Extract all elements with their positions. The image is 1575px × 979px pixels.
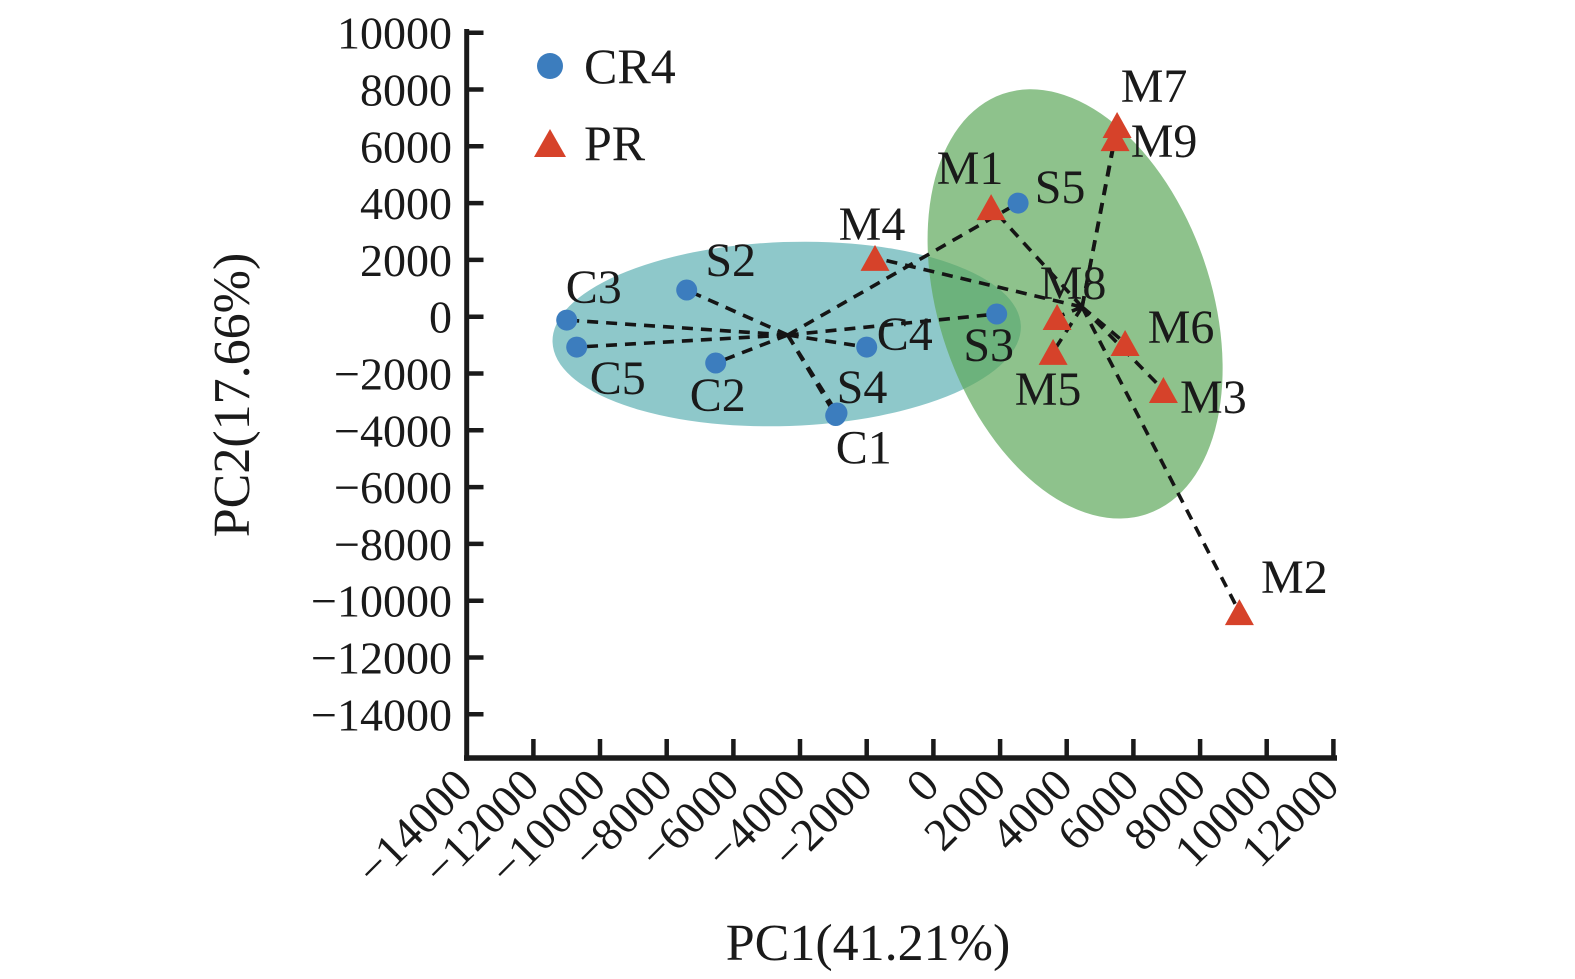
y-tick-label-8000: 8000	[360, 65, 452, 116]
y-tick-label--10000: −10000	[311, 576, 452, 627]
connection-CR4-C4	[787, 333, 867, 349]
point-label-C1: C1	[836, 422, 892, 475]
connection-PR-M6	[1080, 305, 1127, 345]
connection-CR4-S3	[787, 312, 997, 337]
y-tick-label--4000: −4000	[334, 405, 452, 456]
connection-PR-M1	[989, 205, 1084, 309]
legend-label-cr4: CR4	[584, 38, 676, 94]
point-label-M5: M5	[1015, 363, 1082, 416]
marker-M2	[1224, 599, 1254, 626]
y-tick-label--12000: −12000	[311, 633, 452, 684]
marker-S5	[1007, 192, 1029, 214]
connection-CR4-C2	[715, 333, 789, 365]
marker-M1	[976, 194, 1006, 221]
point-label-M6: M6	[1148, 301, 1215, 354]
marker-M3	[1148, 377, 1178, 403]
y-tick-label--2000: −2000	[334, 349, 452, 400]
point-label-C2: C2	[690, 369, 746, 422]
connection-PR-M4	[874, 256, 1083, 309]
marker-C4	[856, 336, 878, 358]
connection-PR-M9	[1080, 137, 1117, 308]
point-label-S5: S5	[1035, 161, 1086, 214]
legend-triangle-icon	[534, 129, 566, 157]
point-label-S3: S3	[963, 319, 1014, 372]
y-tick-label--6000: −6000	[334, 462, 452, 513]
y-tick-label-4000: 4000	[360, 178, 452, 229]
marker-C5	[566, 336, 588, 358]
y-tick-label-6000: 6000	[360, 121, 452, 172]
point-label-C5: C5	[590, 352, 646, 405]
point-label-M1: M1	[937, 142, 1004, 195]
point-label-M4: M4	[839, 198, 906, 251]
point-label-M3: M3	[1180, 371, 1247, 424]
point-label-S4: S4	[837, 361, 888, 414]
point-label-M9: M9	[1131, 115, 1198, 168]
point-label-S2: S2	[705, 234, 756, 287]
legend-circle-icon	[537, 53, 563, 79]
point-label-M7: M7	[1121, 60, 1188, 113]
marker-S4	[826, 402, 848, 424]
marker-M4	[860, 244, 890, 271]
connection-CR4-S5	[786, 201, 1019, 337]
y-tick-label--14000: −14000	[311, 689, 452, 740]
marker-C2	[705, 352, 727, 374]
y-tick-label-2000: 2000	[360, 235, 452, 286]
marker-S2	[676, 279, 698, 301]
legend: CR4 PR	[534, 38, 676, 171]
x-axis-title: PC1(41.21%)	[726, 915, 1011, 972]
marker-M6	[1110, 330, 1140, 356]
point-label-C3: C3	[566, 261, 622, 314]
x-axis-ticks: −14000−12000−10000−8000−6000−4000−2000 02…	[346, 739, 1348, 895]
connection-CR4-S4	[786, 334, 839, 414]
y-tick-label-10000: 10000	[337, 8, 452, 59]
marker-M7	[1102, 112, 1132, 138]
connection-PR-M2	[1080, 306, 1241, 613]
marker-S3	[986, 303, 1008, 325]
y-tick-label-0: 0	[429, 292, 452, 343]
y-tick-label--8000: −8000	[334, 519, 452, 570]
connection-CR4-C5	[576, 333, 788, 349]
marker-C3	[556, 309, 578, 331]
marker-M8	[1042, 304, 1072, 330]
point-label-C4: C4	[877, 308, 933, 361]
marker-M5	[1038, 338, 1068, 365]
data-point-labels: C1 C2 C3 C4 C5 S2 S3 S4 S5 M1 M2 M3 M4 M5 M6 M7 M8 M9	[566, 60, 1328, 604]
point-label-M8: M8	[1040, 257, 1107, 310]
point-label-M2: M2	[1261, 551, 1328, 604]
marker-M9	[1100, 125, 1130, 152]
legend-label-pr: PR	[584, 115, 646, 171]
y-axis-title: PC2(17.66%)	[204, 253, 261, 538]
data-point-markers	[556, 112, 1254, 626]
